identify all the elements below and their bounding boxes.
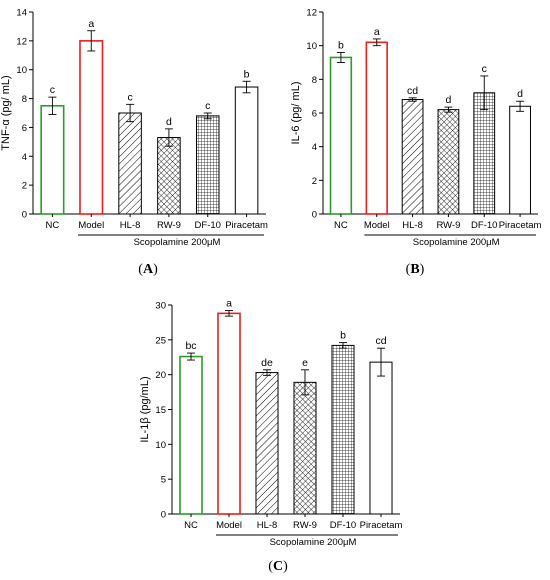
panel-a-y-tick-label: 12 [16, 36, 27, 47]
panel-c-x-tick-label: RW-9 [293, 520, 317, 531]
panel-c-panel-label: (C) [268, 559, 288, 574]
panel-a-x-tick-label: DF-10 [195, 220, 221, 231]
panel-a-bar-rw-9 [157, 137, 181, 215]
panel-a-significance-label: a [88, 18, 94, 30]
panel-c-bar-df-10 [331, 344, 355, 515]
panel-b-y-tick-label: 4 [312, 142, 317, 153]
panel-a-y-tick-label: 10 [16, 65, 27, 76]
panel-c-x-tick-label: HL-8 [257, 520, 278, 531]
panel-b-bar-model [365, 41, 388, 215]
panel-b-bar-nc [329, 56, 353, 215]
panel-b-y-axis-label: IL-6 (pg/ mL) [290, 82, 302, 145]
panel-b-y-tick-label: 12 [306, 8, 317, 19]
panel-c-group-label: Scopolamine 200μM [270, 537, 357, 548]
panel-c-significance-label: b [340, 330, 346, 342]
panel-c-bar-rw-9 [293, 381, 317, 515]
panel-c-x-tick-label: Piracetam [360, 520, 403, 531]
panel-c-bar-nc [179, 355, 203, 515]
panel-b-y-tick-label: 2 [312, 176, 317, 187]
panel-a-bar-df-10 [195, 115, 220, 215]
panel-a-group-label: Scopolamine 200μM [134, 237, 221, 248]
panel-a-y-tick-label: 0 [22, 210, 27, 221]
panel-b-significance-label: a [374, 26, 380, 38]
panel-a-bar-hl-8 [118, 112, 142, 215]
panel-c-y-tick-label: 5 [161, 475, 166, 486]
panel-b-bar-piracetam [509, 105, 531, 215]
panel-b-y-tick-label: 6 [312, 109, 317, 120]
panel-c-x-tick-label: NC [184, 520, 198, 531]
panel-a-significance-label: c [205, 100, 210, 112]
panel-b-significance-label: d [445, 94, 451, 106]
panel-b-panel-label: (B) [406, 262, 425, 277]
panel-b-significance-label: cd [407, 85, 418, 97]
panel-a-y-tick-label: 8 [22, 94, 27, 105]
panel-b-x-tick-label: HL-8 [402, 220, 423, 231]
panel-c-significance-label: cd [375, 335, 386, 347]
panel-c-significance-label: bc [185, 340, 196, 352]
panel-c-x-tick-label: DF-10 [330, 520, 356, 531]
panel-a-significance-label: b [244, 68, 250, 80]
panel-c-significance-label: e [302, 357, 308, 369]
panel-c-y-tick-label: 20 [155, 370, 166, 381]
panel-b-significance-label: b [338, 39, 344, 51]
panel-b-x-tick-label: Model [364, 220, 390, 231]
panel-c-bar-hl-8 [255, 372, 279, 515]
panel-a-x-tick-label: RW-9 [157, 220, 181, 231]
panel-b-x-tick-label: DF-10 [471, 220, 497, 231]
panel-a-x-tick-label: NC [46, 220, 60, 231]
panel-b-bar-rw-9 [437, 109, 460, 215]
panel-b-y-tick-label: 8 [312, 75, 317, 86]
panel-c-significance-label: a [226, 298, 232, 310]
panel-c-significance-label: de [261, 357, 273, 369]
panel-a-y-tick-label: 14 [16, 8, 27, 19]
panel-b-x-tick-label: Piracetam [499, 220, 542, 231]
panel-b-bar-df-10 [473, 92, 496, 215]
panel-b-x-tick-label: RW-9 [436, 220, 460, 231]
panel-a-bar-model [79, 40, 104, 215]
panel-a-significance-label: c [127, 91, 132, 103]
panel-b-group-label: Scopolamine 200μM [413, 237, 500, 248]
panel-b-significance-label: d [517, 88, 523, 100]
panel-c-y-axis-label: IL-1β (pg/mL) [139, 376, 151, 442]
panel-a-y-tick-label: 6 [22, 123, 27, 134]
panel-a-x-tick-label: Piracetam [225, 220, 268, 231]
panel-a-x-tick-label: HL-8 [120, 220, 141, 231]
panel-c-y-tick-label: 25 [155, 335, 166, 346]
panel-c-y-tick-label: 30 [155, 301, 166, 312]
panel-c-bar-model [217, 312, 241, 515]
panel-a-significance-label: c [50, 84, 55, 96]
panel-b-significance-label: c [482, 63, 487, 75]
panel-b-y-tick-label: 0 [312, 210, 317, 221]
panel-a-y-tick-label: 2 [22, 181, 27, 192]
panel-c-y-tick-label: 0 [161, 510, 166, 521]
panel-a-bar-nc [40, 104, 65, 215]
panel-a-panel-label: (A) [138, 262, 158, 277]
panel-a-y-axis-label: TNF-α (pg/ mL) [0, 75, 12, 150]
panel-c-x-tick-label: Model [216, 520, 242, 531]
panel-b-y-tick-label: 10 [306, 41, 317, 52]
panel-a-x-tick-label: Model [78, 220, 104, 231]
panel-b-bar-hl-8 [401, 99, 424, 215]
panel-a-bar-piracetam [234, 86, 259, 215]
panel-c-y-tick-label: 15 [155, 405, 166, 416]
panel-c-y-tick-label: 10 [155, 440, 166, 451]
panel-b-x-tick-label: NC [334, 220, 348, 231]
panel-a-y-tick-label: 4 [22, 152, 27, 163]
panel-c-bar-piracetam [369, 361, 393, 515]
panel-a-significance-label: d [166, 116, 172, 128]
